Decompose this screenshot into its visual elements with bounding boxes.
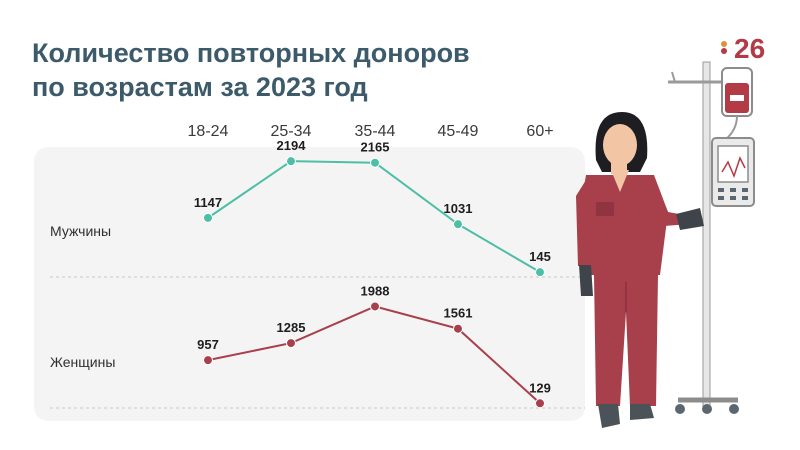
data-label: 1561 xyxy=(444,306,473,321)
brand-logo: 26 xyxy=(721,33,765,64)
category-label: 35-44 xyxy=(355,123,396,140)
data-label: 129 xyxy=(529,380,551,395)
data-label: 1988 xyxy=(361,283,390,298)
logo-text: 26 xyxy=(734,33,765,64)
data-point xyxy=(370,301,380,312)
data-label: 2165 xyxy=(361,140,390,155)
data-point xyxy=(370,157,380,168)
iv-stand xyxy=(668,61,745,414)
series-layer: Мужчины 1147 2194 2165 1031 145 Женщины 957 1285… xyxy=(50,138,551,409)
category-label: 18-24 xyxy=(188,123,229,140)
data-label: 1285 xyxy=(277,320,306,335)
category-label: 25-34 xyxy=(271,123,312,140)
nurse-illustration xyxy=(576,61,755,428)
blood-bag-icon xyxy=(721,67,753,141)
series-name-label: Мужчины xyxy=(50,223,111,239)
data-point xyxy=(453,323,463,334)
series-name-label: Женщины xyxy=(50,354,115,370)
data-label: 1031 xyxy=(444,201,473,216)
category-labels: 18-24 25-34 35-44 45-49 60+ xyxy=(188,123,554,140)
nurse-figure xyxy=(576,112,704,428)
data-label: 2194 xyxy=(277,138,307,153)
series-line xyxy=(207,160,541,274)
logo-drop-mark xyxy=(721,41,727,47)
series-line xyxy=(207,305,541,405)
title-line-1: Количество повторных доноров xyxy=(32,38,470,68)
chart-title: Количество повторных доноров по возраста… xyxy=(32,36,470,104)
data-point xyxy=(286,338,296,349)
data-point xyxy=(453,219,463,230)
data-label: 957 xyxy=(197,337,219,352)
category-label: 45-49 xyxy=(438,123,479,140)
data-label: 1147 xyxy=(194,195,222,210)
infusion-pump-icon xyxy=(711,137,755,207)
data-point xyxy=(535,267,545,278)
data-point xyxy=(203,212,213,223)
data-point xyxy=(535,398,545,409)
data-point xyxy=(286,156,296,167)
data-point xyxy=(203,355,213,366)
data-label: 145 xyxy=(529,249,551,264)
category-label: 60+ xyxy=(526,123,553,140)
title-line-2: по возрастам за 2023 год xyxy=(32,72,368,102)
chart-panel xyxy=(34,147,585,421)
